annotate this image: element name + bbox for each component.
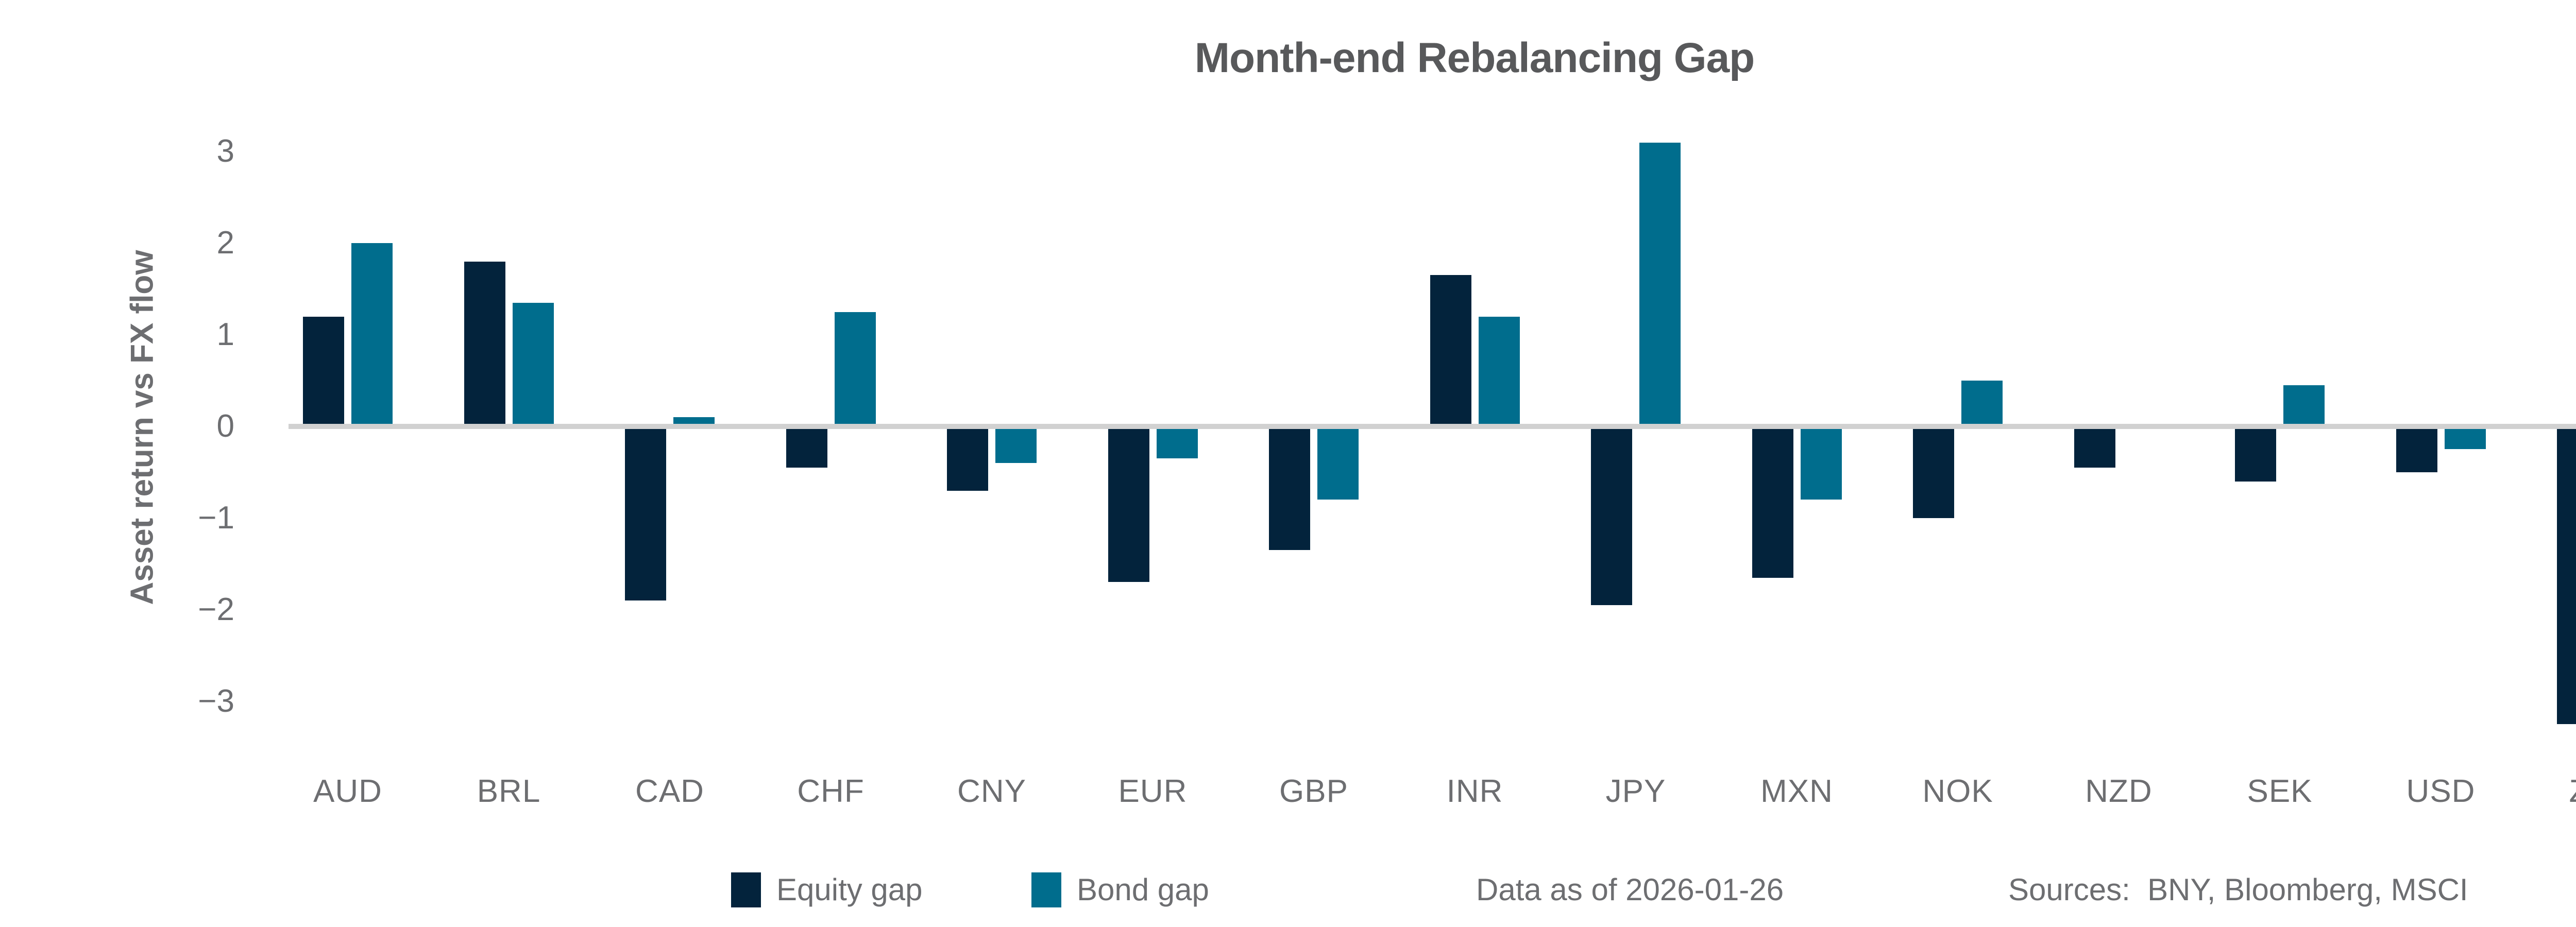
bar-bond-chf	[834, 312, 876, 424]
bar-equity-chf	[786, 429, 827, 468]
bar-equity-usd	[2396, 429, 2437, 472]
x-tick-inr: INR	[1446, 774, 1503, 809]
bar-bond-mxn	[1800, 429, 1842, 500]
data-as-of-text: Data as of 2026-01-26	[1476, 872, 1784, 907]
bar-equity-sek	[2235, 429, 2276, 482]
chart-title: Month-end Rebalancing Gap	[1194, 35, 1755, 81]
legend-item-bond-gap: Bond gap	[1031, 869, 1209, 911]
legend-label-bond-gap: Bond gap	[1077, 872, 1209, 907]
x-tick-usd: USD	[2406, 774, 2476, 809]
zero-baseline	[289, 424, 2576, 429]
bar-equity-nzd	[2074, 429, 2115, 468]
x-tick-nok: NOK	[1922, 774, 1993, 809]
bar-bond-cad	[673, 417, 715, 424]
bar-equity-gbp	[1269, 429, 1310, 551]
bar-bond-inr	[1478, 316, 1520, 424]
bar-bond-jpy	[1639, 142, 1681, 424]
equity-gap-swatch	[731, 872, 761, 907]
bar-bond-eur	[1156, 429, 1198, 459]
bar-equity-aud	[303, 316, 344, 424]
legend-item-equity-gap: Equity gap	[731, 869, 923, 911]
bar-equity-nok	[1913, 429, 1954, 518]
x-tick-brl: BRL	[477, 774, 541, 809]
x-tick-cny: CNY	[957, 774, 1026, 809]
bar-bond-brl	[512, 302, 554, 424]
x-tick-jpy: JPY	[1605, 774, 1666, 809]
x-tick-chf: CHF	[797, 774, 865, 809]
bar-bond-usd	[2444, 429, 2486, 450]
x-tick-mxn: MXN	[1760, 774, 1833, 809]
y-tick--2: −2	[198, 591, 234, 627]
bar-bond-sek	[2283, 385, 2325, 424]
bar-bond-nok	[1961, 381, 2003, 424]
x-tick-aud: AUD	[313, 774, 382, 809]
sources-note: Sources: BNY, Bloomberg, MSCI	[2008, 869, 2468, 911]
bar-equity-brl	[464, 261, 505, 424]
data-as-of-note: Data as of 2026-01-26	[1476, 869, 1784, 911]
sources-text: Sources: BNY, Bloomberg, MSCI	[2008, 872, 2468, 907]
bar-equity-inr	[1430, 275, 1471, 424]
bar-equity-eur	[1108, 429, 1149, 582]
legend-label-equity-gap: Equity gap	[776, 872, 923, 907]
bar-equity-mxn	[1752, 429, 1793, 578]
bar-equity-zar	[2557, 429, 2576, 725]
x-tick-eur: EUR	[1118, 774, 1188, 809]
y-tick-0: 0	[216, 408, 234, 444]
x-tick-cad: CAD	[635, 774, 704, 809]
bar-equity-jpy	[1591, 429, 1632, 605]
bond-gap-swatch	[1031, 872, 1061, 907]
y-tick-1: 1	[216, 317, 234, 353]
bar-equity-cny	[947, 429, 988, 491]
y-tick-3: 3	[216, 133, 234, 169]
x-tick-gbp: GBP	[1279, 774, 1348, 809]
bar-bond-cny	[995, 429, 1037, 464]
bar-bond-gbp	[1317, 429, 1359, 500]
x-tick-nzd: NZD	[2085, 774, 2153, 809]
x-tick-sek: SEK	[2247, 774, 2313, 809]
x-tick-zar: ZAR	[2521, 774, 2576, 810]
y-tick--3: −3	[198, 683, 234, 719]
y-tick--1: −1	[198, 500, 234, 536]
bar-equity-cad	[625, 429, 666, 600]
bar-bond-aud	[351, 243, 393, 424]
y-tick-2: 2	[216, 225, 234, 261]
